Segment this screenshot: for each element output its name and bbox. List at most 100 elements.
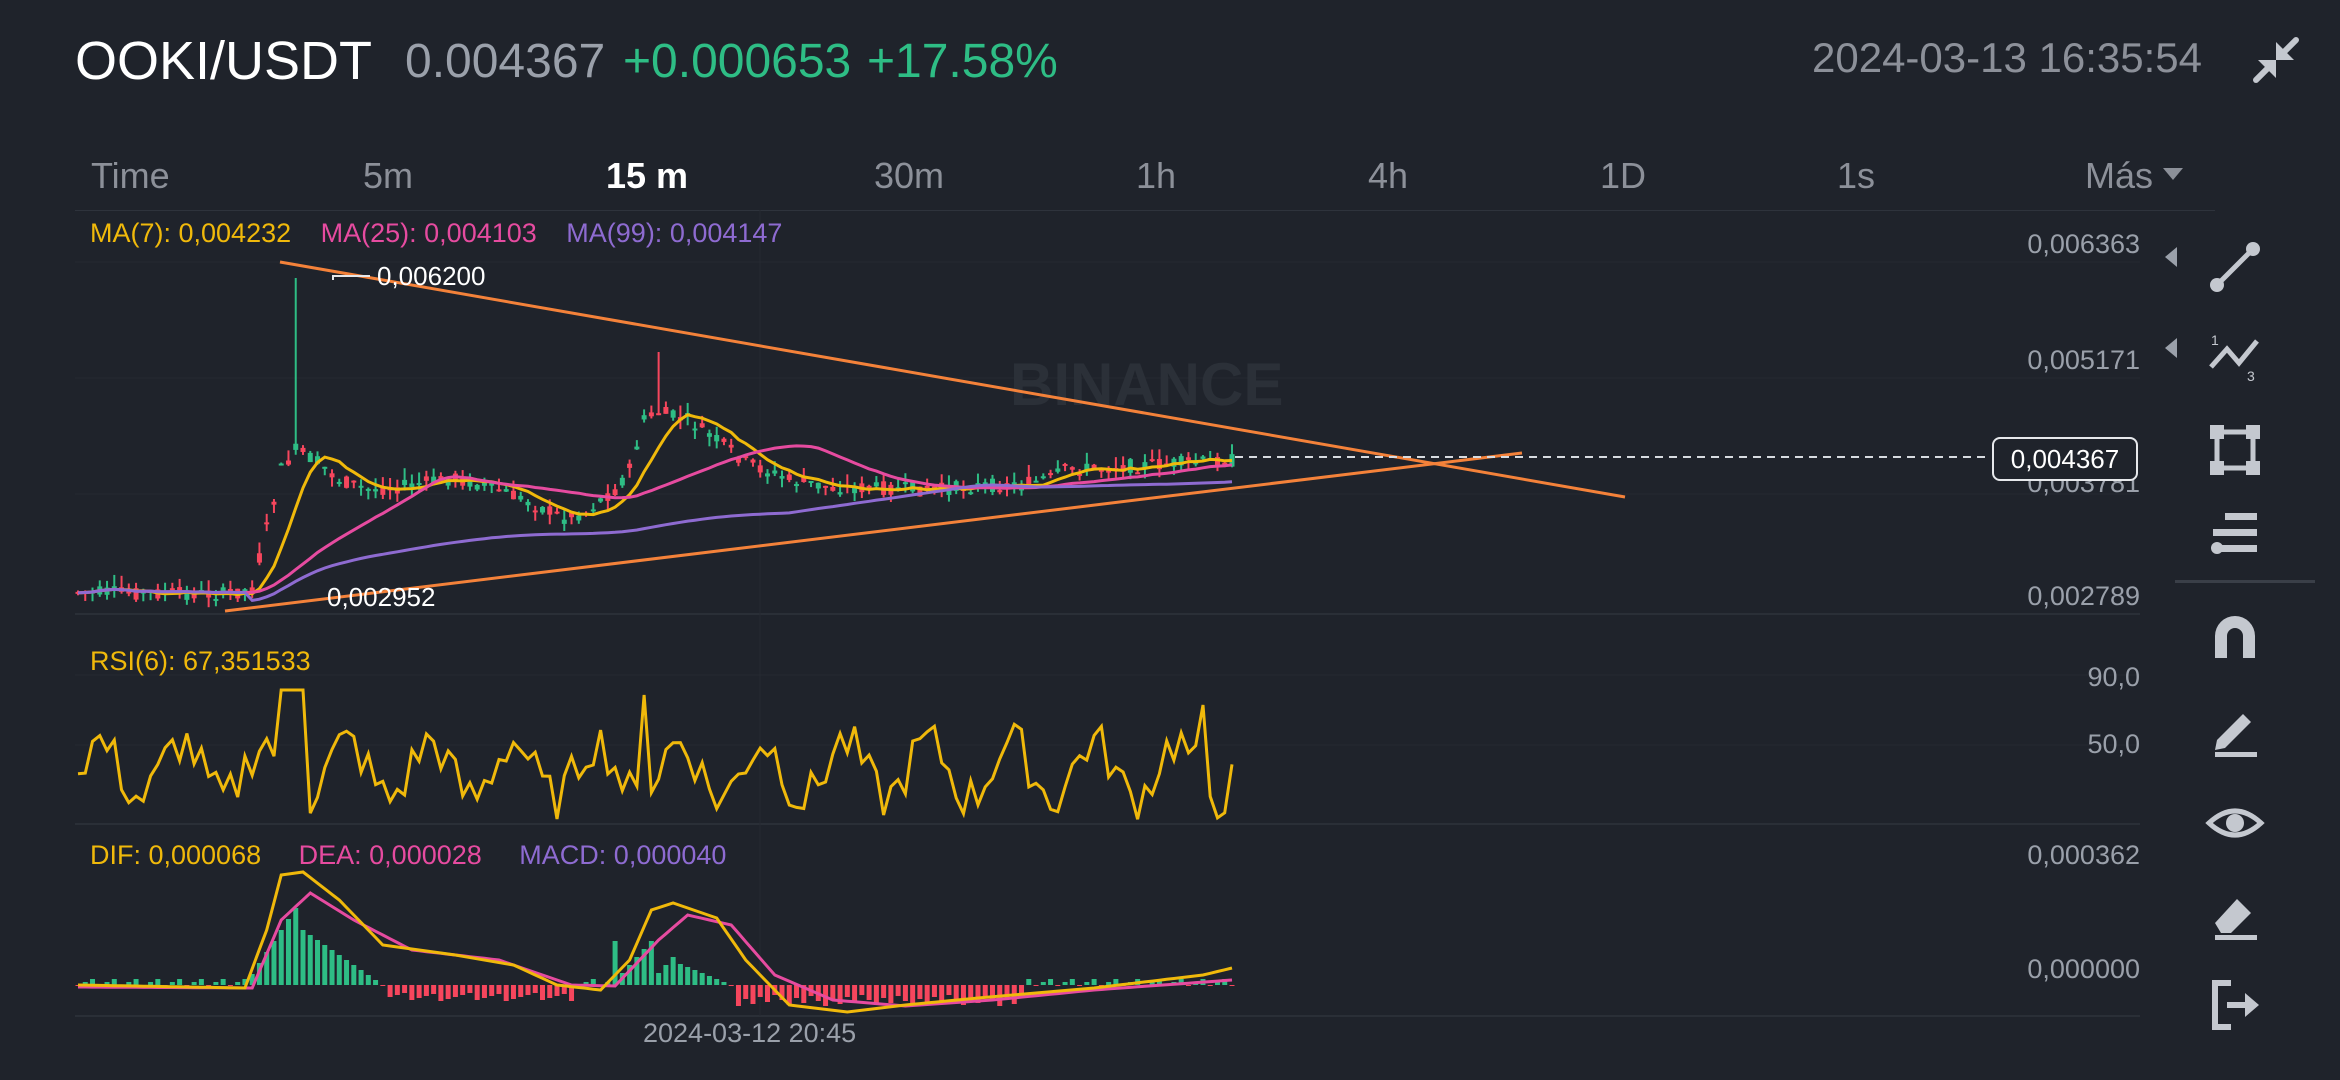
macd-histogram-bar	[336, 955, 342, 985]
eraser-icon[interactable]	[2205, 883, 2265, 943]
candle-body	[467, 477, 473, 487]
macd-histogram-bar	[641, 949, 647, 985]
macd-histogram-bar	[627, 965, 633, 985]
candle-body	[1229, 454, 1235, 467]
ma99-legend: MA(99): 0,004147	[566, 218, 783, 248]
macd-histogram-bar	[692, 970, 698, 985]
fibonacci-icon[interactable]: 13	[2205, 327, 2265, 387]
macd-histogram-bar	[365, 975, 371, 985]
candle-body	[1120, 465, 1126, 472]
candle-body	[728, 444, 734, 448]
candle-body	[590, 509, 596, 512]
macd-histogram-bar	[859, 985, 865, 995]
timestamp: 2024-03-13 16:35:54	[1812, 34, 2202, 81]
macd-histogram-bar	[358, 970, 364, 985]
macd-histogram-bar	[561, 985, 567, 994]
macd-histogram-bar	[1113, 979, 1119, 985]
candle-body	[873, 482, 879, 487]
macd-histogram-bar	[1048, 979, 1054, 985]
caret-left-icon[interactable]	[2165, 247, 2177, 267]
candle-body	[917, 486, 923, 497]
macd-histogram-bar	[663, 965, 669, 985]
macd-histogram-bar	[786, 985, 792, 1005]
tab-1d[interactable]: 1D	[1600, 155, 1647, 196]
tab-more[interactable]: Más	[2085, 155, 2184, 197]
indicator-list-icon[interactable]	[2205, 503, 2265, 563]
tab-30m[interactable]: 30m	[874, 155, 945, 196]
candle-body	[1062, 463, 1068, 466]
candle-body	[315, 456, 321, 464]
macd-histogram-bar	[133, 979, 139, 985]
candle-body	[344, 476, 350, 488]
candle-body	[1048, 473, 1054, 476]
chevron-down-icon	[2163, 168, 2184, 180]
svg-text:3: 3	[2247, 368, 2255, 384]
macd-histogram-bar	[489, 985, 495, 996]
macd-histogram-bar	[946, 985, 952, 995]
candle-body	[380, 487, 386, 495]
tab-5m[interactable]: 5m	[363, 155, 414, 196]
pair-title[interactable]: OOKI/USDT	[75, 31, 373, 91]
low-label: 0,002952	[327, 582, 435, 612]
candle-body	[772, 470, 778, 474]
macd-histogram-bar	[960, 985, 966, 1005]
tab-1h[interactable]: 1h	[1136, 155, 1177, 196]
candle-body	[525, 501, 531, 506]
macd-histogram-bar	[322, 945, 328, 985]
candle-body	[997, 490, 1003, 493]
lower-trendline[interactable]	[224, 451, 1523, 613]
macd-histogram-bar	[380, 985, 386, 986]
candle-body	[271, 501, 277, 505]
candle-body	[1185, 457, 1191, 460]
candle-body	[554, 511, 560, 514]
macd-histogram-bar	[452, 985, 458, 997]
exit-icon[interactable]	[2205, 975, 2265, 1035]
dif-legend: DIF: 0,000068	[90, 840, 262, 870]
tab-1s[interactable]: 1s	[1837, 155, 1876, 196]
caret-left-icon[interactable]	[2165, 338, 2177, 358]
candle-body	[757, 465, 763, 473]
candle-body	[474, 484, 480, 490]
macd-histogram-bar	[975, 985, 981, 1003]
macd-histogram-bar	[445, 985, 451, 999]
candle-body	[227, 589, 233, 592]
candle-body	[431, 476, 437, 484]
magnet-icon[interactable]	[2205, 608, 2265, 668]
ma25-line	[77, 444, 1233, 595]
candle-body	[416, 483, 422, 486]
visibility-eye-icon[interactable]	[2205, 793, 2265, 853]
macd-histogram-bar	[583, 982, 589, 985]
macd-histogram-bar	[1055, 985, 1061, 986]
macd-histogram-bar	[1207, 985, 1213, 986]
macd-histogram-bar	[794, 985, 800, 998]
macd-histogram-bar	[968, 985, 974, 998]
collapse-arrows-icon[interactable]	[2246, 30, 2306, 90]
macd-histogram-bar	[1106, 982, 1112, 985]
rsi-axis-tick: 50,0	[2087, 729, 2140, 759]
tab-4h[interactable]: 4h	[1368, 155, 1409, 196]
candle-body	[264, 522, 270, 525]
candle-body	[1077, 473, 1083, 476]
tab-time[interactable]: Time	[91, 155, 170, 196]
trend-line-icon[interactable]	[2205, 237, 2265, 297]
tab-15m[interactable]: 15 m	[606, 155, 689, 196]
ma7-legend: MA(7): 0,004232	[90, 218, 292, 248]
price-axis-tick: 0,005171	[2027, 345, 2140, 375]
macd-histogram-bar	[423, 985, 429, 996]
price-change-absolute: +0.000653	[623, 35, 852, 88]
candle-body	[823, 485, 829, 488]
candle-body	[627, 463, 633, 468]
rectangle-icon[interactable]	[2205, 420, 2265, 480]
candle-body	[285, 460, 291, 465]
macd-histogram-bar	[82, 982, 88, 985]
macd-histogram-bar	[728, 985, 734, 986]
candle-body	[1040, 476, 1046, 479]
macd-histogram-bar	[285, 919, 291, 985]
upper-trendline[interactable]	[279, 260, 1626, 499]
pencil-icon[interactable]	[2205, 700, 2265, 760]
candle-body	[423, 476, 429, 481]
macd-histogram-bar	[873, 985, 879, 1005]
macd-histogram-bar	[757, 985, 763, 997]
candle-body	[801, 477, 807, 483]
